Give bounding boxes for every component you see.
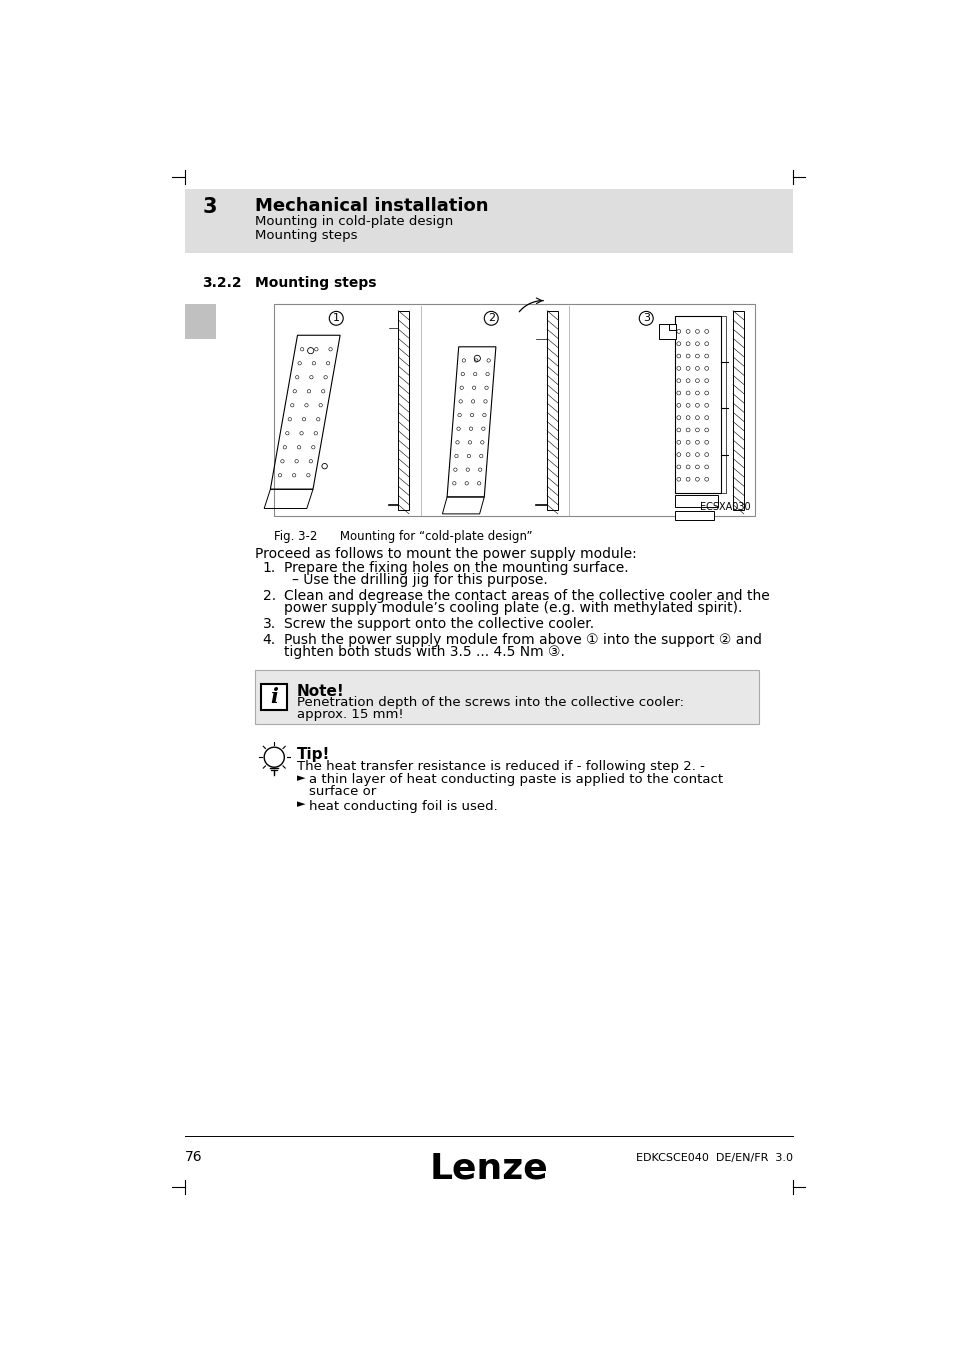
Bar: [674, 510, 713, 520]
Bar: [732, 310, 743, 510]
Text: Prepare the fixing holes on the mounting surface.: Prepare the fixing holes on the mounting…: [284, 560, 628, 575]
Text: The heat transfer resistance is reduced if - following step 2. -: The heat transfer resistance is reduced …: [296, 760, 704, 772]
Bar: [668, 324, 676, 329]
Text: i: i: [270, 687, 278, 707]
Bar: [185, 305, 216, 339]
Text: 1.: 1.: [262, 560, 275, 575]
Text: Lenze: Lenze: [429, 1152, 548, 1185]
Text: 1: 1: [333, 313, 339, 323]
Text: Note!: Note!: [296, 684, 344, 699]
Text: EDKCSCE040  DE/EN/FR  3.0: EDKCSCE040 DE/EN/FR 3.0: [635, 1153, 792, 1162]
Text: surface or: surface or: [309, 784, 376, 798]
Text: Screw the support onto the collective cooler.: Screw the support onto the collective co…: [284, 617, 594, 630]
Text: Mounting steps: Mounting steps: [254, 275, 376, 290]
Bar: [274, 305, 754, 516]
Text: Mechanical installation: Mechanical installation: [254, 197, 488, 215]
Bar: [546, 310, 558, 510]
Bar: [674, 316, 720, 493]
Text: ►: ►: [296, 799, 305, 810]
Text: Tip!: Tip!: [296, 747, 330, 763]
Text: 3: 3: [642, 313, 649, 323]
Text: Fig. 3-2      Mounting for “cold-plate design”: Fig. 3-2 Mounting for “cold-plate design…: [274, 531, 532, 543]
Text: 4.: 4.: [262, 633, 275, 647]
Text: power supply module’s cooling plate (e.g. with methylated spirit).: power supply module’s cooling plate (e.g…: [284, 601, 742, 614]
Text: 76: 76: [185, 1150, 203, 1164]
Bar: [659, 324, 676, 339]
Text: 2.: 2.: [262, 590, 275, 603]
Bar: [185, 189, 792, 252]
Text: Push the power supply module from above ① into the support ② and: Push the power supply module from above …: [284, 633, 761, 647]
Text: Clean and degrease the contact areas of the collective cooler and the: Clean and degrease the contact areas of …: [284, 590, 769, 603]
Text: Proceed as follows to mount the power supply module:: Proceed as follows to mount the power su…: [254, 547, 636, 562]
Text: tighten both studs with 3.5 ... 4.5 Nm ③.: tighten both studs with 3.5 ... 4.5 Nm ③…: [284, 645, 564, 659]
Text: 3.2.2: 3.2.2: [202, 275, 241, 290]
Text: Mounting steps: Mounting steps: [254, 230, 357, 242]
Bar: [720, 316, 725, 493]
Text: Mounting in cold-plate design: Mounting in cold-plate design: [254, 215, 453, 228]
Text: approx. 15 mm!: approx. 15 mm!: [296, 707, 403, 721]
Text: ►: ►: [296, 774, 305, 783]
Text: 3.: 3.: [262, 617, 275, 630]
Text: ECSXA030: ECSXA030: [700, 502, 750, 513]
Bar: [397, 310, 409, 510]
Text: Penetration depth of the screws into the collective cooler:: Penetration depth of the screws into the…: [296, 697, 683, 709]
Bar: [261, 684, 287, 710]
Bar: [674, 495, 717, 508]
Text: 3: 3: [202, 197, 216, 216]
Text: heat conducting foil is used.: heat conducting foil is used.: [309, 799, 497, 813]
Text: – Use the drilling jig for this purpose.: – Use the drilling jig for this purpose.: [292, 574, 547, 587]
Text: a thin layer of heat conducting paste is applied to the contact: a thin layer of heat conducting paste is…: [309, 774, 722, 787]
Bar: [254, 670, 758, 724]
Text: 2: 2: [487, 313, 495, 323]
